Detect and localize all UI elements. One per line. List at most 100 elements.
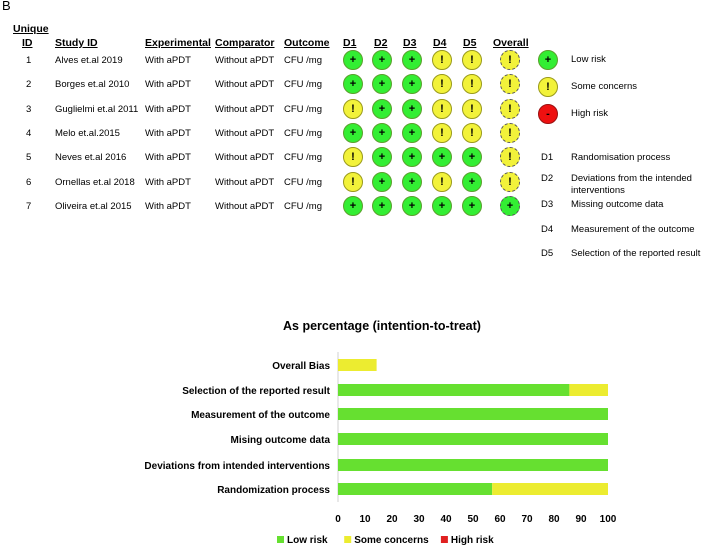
row-id: 4	[26, 127, 32, 139]
overall-judgement-dot: !	[500, 74, 520, 95]
category-label: Overall Bias	[272, 361, 330, 372]
header-overall: Overall	[493, 37, 529, 49]
row-study-id: Neves et.al 2016	[55, 152, 127, 164]
category-label: Measurement of the outcome	[191, 410, 330, 421]
domain-judgement-dot: +	[372, 98, 392, 119]
x-tick-label: 30	[413, 514, 425, 525]
category-label: Selection of the reported result	[182, 386, 330, 397]
row-study-id: Guglielmi et.al 2011	[55, 103, 139, 115]
row-study-id: Alves et.al 2019	[55, 55, 123, 66]
row-experimental: With aPDT	[145, 176, 191, 188]
bar-segment	[492, 483, 608, 495]
row-id: 1	[26, 55, 32, 66]
domain-judgement-dot: !	[462, 98, 482, 119]
row-study-id: Melo et.al.2015	[55, 127, 120, 139]
x-tick-label: 70	[521, 514, 533, 525]
domain-judgement-dot: +	[462, 147, 482, 168]
chart-legend-swatch	[440, 536, 448, 543]
domain-judgement-dot: +	[343, 50, 363, 70]
bar-segment	[338, 384, 570, 396]
header-d3: D3	[403, 37, 417, 49]
row-experimental: With aPDT	[145, 200, 191, 212]
domain-judgement-dot: +	[402, 147, 422, 168]
row-study-id: Oliveira et.al 2015	[55, 200, 132, 212]
legend-domain-code: D5	[541, 248, 554, 259]
header-d2: D2	[374, 37, 388, 49]
header-outcome: Outcome	[284, 37, 330, 49]
row-outcome: CFU /mg	[284, 103, 322, 115]
row-outcome: CFU /mg	[284, 152, 322, 164]
category-label: Mising outcome data	[231, 435, 331, 446]
domain-judgement-dot: +	[372, 195, 392, 216]
domain-judgement-dot: !	[343, 98, 363, 119]
row-outcome: CFU /mg	[284, 176, 322, 188]
legend-domain-code: D2	[541, 173, 554, 184]
legend-domain-code: D3	[541, 199, 554, 210]
x-tick-label: 10	[359, 514, 371, 525]
bar-segment	[338, 459, 608, 471]
row-id: 3	[26, 103, 32, 115]
domain-judgement-dot: +	[402, 50, 422, 70]
row-id: 5	[26, 152, 32, 164]
header-experimental: Experimental	[145, 37, 211, 49]
legend-domain-label: Selection of the reported result	[571, 248, 701, 259]
domain-judgement-dot: +	[372, 50, 392, 70]
header-d4: D4	[433, 37, 447, 49]
domain-judgement-dot: +	[462, 195, 482, 216]
domain-judgement-dot: !	[432, 171, 452, 192]
domain-judgement-dot: +	[432, 147, 452, 168]
domain-judgement-dot: !	[462, 50, 482, 70]
row-outcome: CFU /mg	[284, 79, 322, 91]
domain-judgement-dot: +	[432, 195, 452, 216]
domain-judgement-dot: +	[462, 171, 482, 192]
row-study-id: Borges et.al 2010	[55, 79, 130, 91]
chart-legend-label: Low risk	[287, 535, 328, 546]
domain-judgement-dot: !	[432, 122, 452, 143]
overall-judgement-dot: +	[500, 195, 520, 216]
bar-segment	[338, 433, 608, 445]
overall-judgement-dot: !	[500, 98, 520, 119]
legend-domain-label: Missing outcome data	[571, 199, 664, 210]
domain-judgement-dot: !	[343, 147, 363, 168]
chart-title: As percentage (intention-to-treat)	[283, 319, 481, 333]
some-risk-legend-icon: !	[538, 77, 558, 97]
header-unique-line2: ID	[22, 37, 33, 49]
x-tick-label: 40	[440, 514, 452, 525]
legend-domain-code: D1	[541, 152, 554, 163]
x-tick-label: 80	[548, 514, 560, 525]
legend-judgement-label: Some concerns	[571, 81, 638, 92]
chart-legend-swatch	[277, 536, 284, 543]
domain-judgement-dot: +	[402, 122, 422, 143]
chart-legend-label: High risk	[451, 535, 494, 546]
header-study-id: Study ID	[55, 37, 98, 49]
legend-domain-code: D4	[541, 224, 554, 235]
row-id: 6	[26, 176, 32, 188]
domain-judgement-dot: +	[343, 122, 363, 143]
row-experimental: With aPDT	[145, 55, 191, 66]
row-comparator: Without aPDT	[215, 200, 275, 212]
row-id: 7	[26, 200, 32, 212]
row-comparator: Without aPDT	[215, 152, 275, 164]
row-experimental: With aPDT	[145, 127, 191, 139]
bar-segment	[338, 483, 493, 495]
overall-judgement-dot: !	[500, 171, 520, 192]
domain-judgement-dot: !	[432, 50, 452, 70]
bar-segment	[338, 408, 608, 420]
row-comparator: Without aPDT	[215, 79, 275, 91]
header-d5: D5	[463, 37, 477, 49]
chart-legend-label: Some concerns	[354, 535, 429, 546]
domain-judgement-dot: !	[432, 74, 452, 95]
domain-judgement-dot: !	[462, 74, 482, 95]
x-tick-label: 60	[494, 514, 506, 525]
category-label: Deviations from intended interventions	[144, 461, 330, 472]
legend-judgement-label: High risk	[571, 108, 608, 119]
x-tick-label: 100	[600, 514, 617, 525]
domain-judgement-dot: !	[343, 171, 363, 192]
domain-judgement-dot: +	[372, 147, 392, 168]
x-tick-label: 20	[386, 514, 398, 525]
overall-judgement-dot: !	[500, 147, 520, 168]
category-label: Randomization process	[217, 485, 330, 496]
x-tick-label: 50	[467, 514, 479, 525]
header-comparator: Comparator	[215, 37, 275, 49]
